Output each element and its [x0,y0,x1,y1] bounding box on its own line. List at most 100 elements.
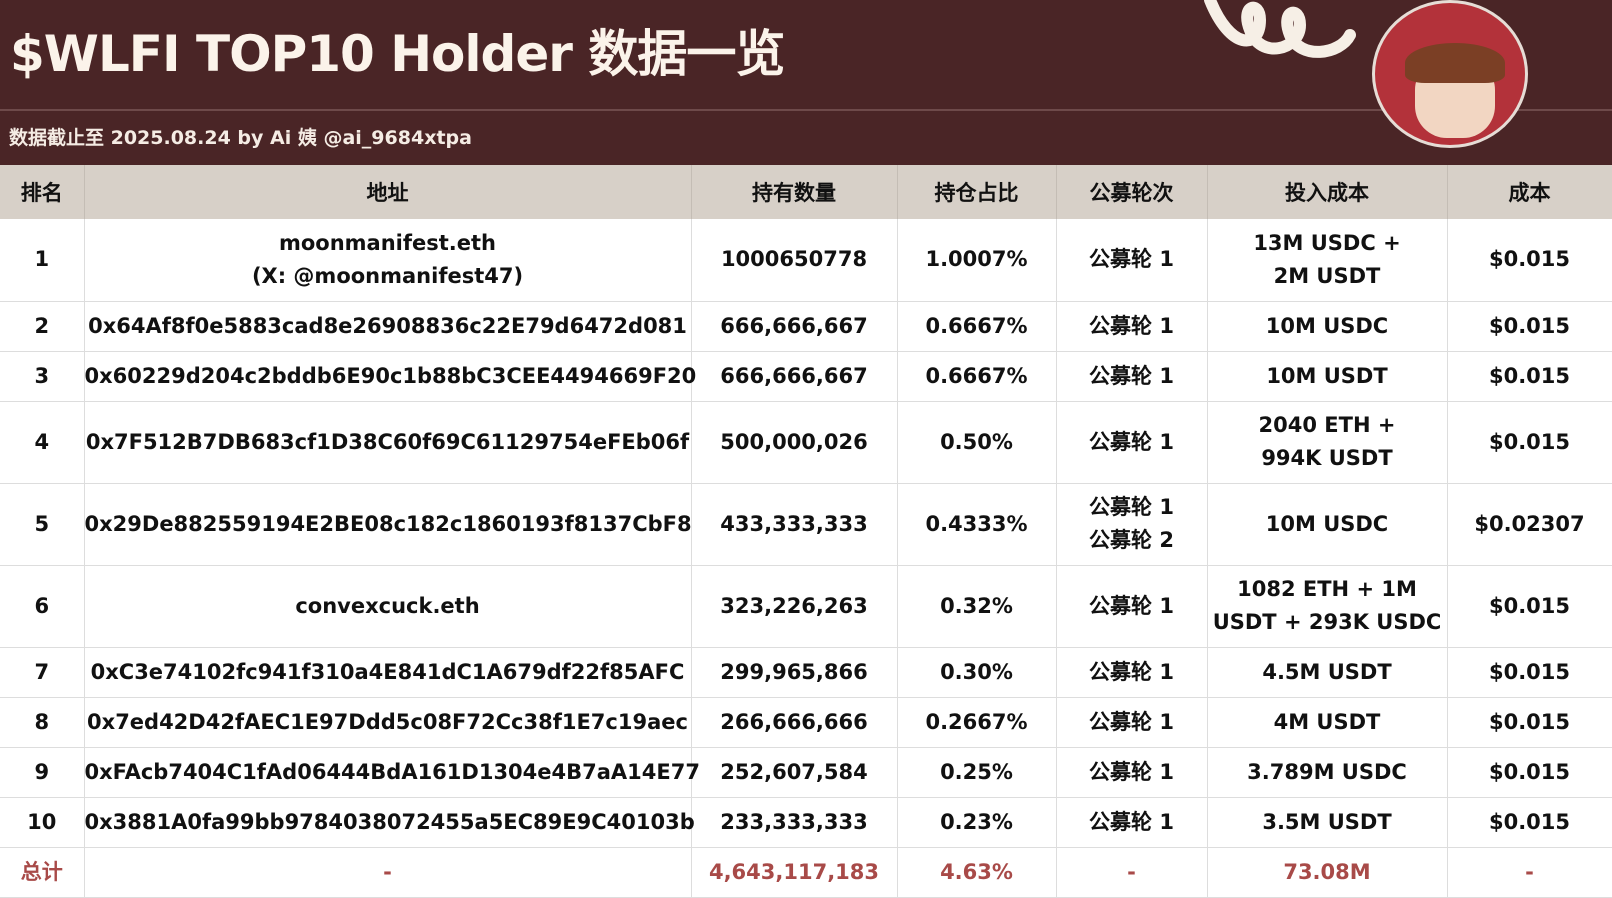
col-share: 持仓占比 [897,165,1057,219]
address: 0x64Af8f0e5883cad8e26908836c22E79d6472d0… [88,313,687,338]
share: 0.2667% [925,709,1028,734]
address: 0x29De882559194E2BE08c182c1860193f8137Cb… [84,511,692,536]
address: 0x7F512B7DB683cf1D38C60f69C61129754eFEb0… [85,429,690,454]
cell-cost: $0.015 [1447,697,1612,748]
table-row: 1 moonmanifest.eth (X: @moonmanifest47) 100… [0,219,1612,302]
share: 0.6667% [925,363,1028,388]
cost: $0.015 [1488,659,1571,684]
rank: 3 [34,363,50,388]
table-row: 10 0x3881A0fa99bb9784038072455a5EC89E9C40… [0,797,1612,848]
address: 0x3881A0fa99bb9784038072455a5EC89E9C4010… [84,809,695,834]
cost: $0.015 [1488,809,1571,834]
swirl-decoration-icon [1204,0,1356,58]
cell-round: 公募轮 1 [1056,401,1208,484]
cell-amount: 299,965,866 [691,647,898,698]
amount: 266,666,666 [720,709,868,734]
cell-round: 公募轮 1 公募轮 2 [1056,483,1208,566]
total-cost: - [1447,847,1612,898]
cell-cost: $0.015 [1447,647,1612,698]
rank: 6 [34,593,50,618]
invest: 10M USDC [1265,511,1389,536]
cost: $0.02307 [1474,511,1585,536]
cell-share: 0.2667% [897,697,1057,748]
invest-line2: 994K USDT [1261,446,1393,470]
cell-cost: $0.015 [1447,565,1612,648]
table-row: 2 0x64Af8f0e5883cad8e26908836c22E79d6472d… [0,301,1612,352]
share: 0.30% [940,659,1013,684]
total-rank: 总计 [0,847,85,898]
cell-round: 公募轮 1 [1056,697,1208,748]
cell-share: 0.4333% [897,483,1057,566]
amount: 666,666,667 [720,363,868,388]
cell-amount: 266,666,666 [691,697,898,748]
cell-invest: 13M USDC + 2M USDT [1207,219,1448,302]
cost: $0.015 [1488,363,1571,388]
round-line2: 公募轮 2 [1089,528,1174,552]
avatar [1372,0,1528,148]
amount: 1000650778 [720,247,868,272]
cell-invest: 10M USDC [1207,301,1448,352]
share: 0.25% [940,759,1013,784]
amount: 233,333,333 [720,809,868,834]
cell-invest: 10M USDC [1207,483,1448,566]
cell-invest: 1082 ETH + 1M USDT + 293K USDC [1207,565,1448,648]
col-amount: 持有数量 [691,165,898,219]
invest: 4M USDT [1273,709,1381,734]
table-row: 3 0x60229d204c2bddb6E90c1b88bC3CEE4494669… [0,351,1612,402]
cell-address: 0x7F512B7DB683cf1D38C60f69C61129754eFEb0… [84,401,692,484]
cell-cost: $0.015 [1447,219,1612,302]
round: 公募轮 1 [1089,363,1174,388]
rank: 4 [34,429,50,454]
cell-round: 公募轮 1 [1056,797,1208,848]
round: 公募轮 1 [1089,495,1174,519]
rank: 10 [27,809,57,834]
round: 公募轮 1 [1089,709,1174,734]
cost: $0.015 [1488,313,1571,338]
invest: 3.5M USDT [1262,809,1392,834]
cell-rank: 9 [0,747,85,798]
invest: 10M USDT [1266,363,1388,388]
cell-round: 公募轮 1 [1056,351,1208,402]
rank: 8 [34,709,50,734]
share: 0.32% [940,593,1013,618]
cell-rank: 7 [0,647,85,698]
cell-invest: 4.5M USDT [1207,647,1448,698]
cell-share: 0.30% [897,647,1057,698]
share: 0.6667% [925,313,1028,338]
cell-invest: 4M USDT [1207,697,1448,748]
cell-rank: 3 [0,351,85,402]
cell-address: 0x60229d204c2bddb6E90c1b88bC3CEE4494669F… [84,351,696,402]
table-header: 排名 地址 持有数量 持仓占比 公募轮次 投入成本 成本 [0,165,1612,219]
cell-address: convexcuck.eth [84,565,692,648]
invest-line2: 2M USDT [1273,263,1381,288]
cost: $0.015 [1488,593,1571,618]
cell-cost: $0.015 [1447,301,1612,352]
rank: 2 [34,313,50,338]
table-row: 8 0x7ed42D42fAEC1E97Ddd5c08F72Cc38f1E7c19… [0,697,1612,748]
amount: 323,226,263 [720,593,868,618]
address: convexcuck.eth [295,593,480,618]
rank: 1 [34,247,50,272]
amount: 500,000,026 [720,429,868,454]
rank: 5 [34,511,50,536]
cell-cost: $0.015 [1447,797,1612,848]
address-line2: (X: @moonmanifest47) [251,263,524,288]
table-row: 7 0xC3e74102fc941f310a4E841dC1A679df22f85… [0,647,1612,698]
cell-rank: 6 [0,565,85,648]
page-title: $WLFI TOP10 Holder 数据一览 [10,25,785,83]
share: 0.50% [940,429,1013,454]
rank: 9 [34,759,50,784]
cell-cost: $0.015 [1447,401,1612,484]
invest: 13M USDC + [1253,230,1401,255]
col-cost: 成本 [1447,165,1612,219]
cell-amount: 233,333,333 [691,797,898,848]
round: 公募轮 1 [1089,593,1174,618]
cell-round: 公募轮 1 [1056,747,1208,798]
cost: $0.015 [1488,429,1571,454]
address: 0x60229d204c2bddb6E90c1b88bC3CEE4494669F… [84,363,697,388]
cell-round: 公募轮 1 [1056,565,1208,648]
table-row: 6 convexcuck.eth 323,226,263 0.32% 公募轮 1 1082… [0,565,1612,648]
cost: $0.015 [1488,759,1571,784]
total-share: 4.63% [897,847,1057,898]
invest: 3.789M USDC [1247,759,1407,784]
